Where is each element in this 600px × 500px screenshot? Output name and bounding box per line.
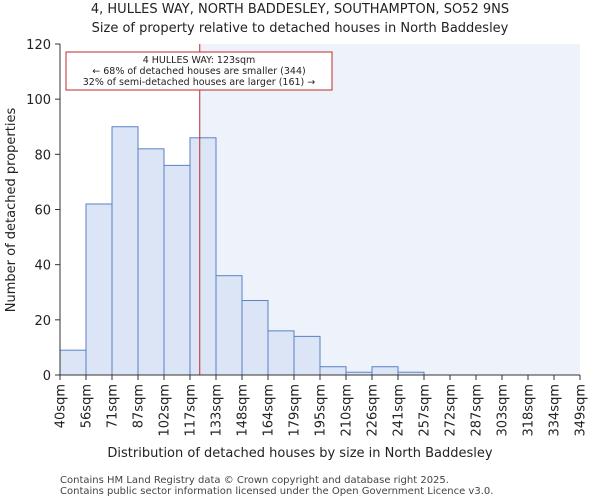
y-tick-label: 120 <box>26 38 51 53</box>
annotation-smaller: ← 68% of detached houses are smaller (34… <box>92 66 305 77</box>
bar-71sqm <box>111 126 139 376</box>
x-tick-label: 179sqm <box>288 384 303 437</box>
x-tick-label: 241sqm <box>392 384 407 437</box>
x-tick-label: 226sqm <box>366 384 381 437</box>
y-tick-label: 20 <box>34 314 51 329</box>
bar-133sqm <box>215 275 243 376</box>
footer-licence: Contains public sector information licen… <box>60 486 493 497</box>
x-tick-label: 210sqm <box>340 384 355 437</box>
y-tick-label: 80 <box>34 148 51 163</box>
x-tick-label: 334sqm <box>548 384 563 437</box>
annotation-box: 4 HULLES WAY: 123sqm ← 68% of detached h… <box>65 51 333 91</box>
chart-title: Size of property relative to detached ho… <box>92 21 509 36</box>
y-tick-label: 40 <box>34 259 51 274</box>
x-axis-label: Distribution of detached houses by size … <box>107 446 492 461</box>
x-tick-label: 148sqm <box>236 384 251 437</box>
x-ticks: 40sqm 56sqm 71sqm 87sqm 102sqm 117sqm 133sqm 14… <box>54 375 589 437</box>
y-tick-label: 0 <box>43 369 51 384</box>
y-ticks: 0 20 40 60 80 100 120 <box>26 38 60 384</box>
bar-179sqm <box>293 335 321 376</box>
annotation-border <box>65 51 333 91</box>
y-axis-label: Number of detached properties <box>4 108 19 313</box>
x-tick-label: 287sqm <box>470 384 485 437</box>
y-tick-label: 60 <box>34 204 51 219</box>
bar-117sqm <box>189 137 217 376</box>
annotation-larger: 32% of semi-detached houses are larger (… <box>83 77 316 88</box>
x-tick-label: 117sqm <box>184 384 199 437</box>
x-tick-label: 87sqm <box>132 384 147 428</box>
x-tick-label: 195sqm <box>314 384 329 437</box>
bar-164sqm <box>267 330 295 376</box>
chart-title-address: 4, HULLES WAY, NORTH BADDESLEY, SOUTHAMP… <box>91 2 509 17</box>
x-tick-label: 349sqm <box>574 384 589 437</box>
x-tick-label: 133sqm <box>210 384 225 437</box>
x-tick-label: 303sqm <box>496 384 511 437</box>
x-tick-label: 318sqm <box>522 384 537 437</box>
annotation-title: 4 HULLES WAY: 123sqm <box>143 55 256 66</box>
x-tick-label: 272sqm <box>444 384 459 437</box>
bar-195sqm <box>319 366 347 376</box>
x-tick-label: 164sqm <box>262 384 277 437</box>
bar-40sqm <box>59 349 87 376</box>
x-tick-label: 40sqm <box>54 384 69 428</box>
bar-148sqm <box>241 300 269 376</box>
bar-102sqm <box>163 164 191 376</box>
x-tick-label: 71sqm <box>106 384 121 428</box>
y-tick-label: 100 <box>26 93 51 108</box>
x-tick-label: 56sqm <box>80 384 95 428</box>
footer-copyright: Contains HM Land Registry data © Crown c… <box>60 475 449 486</box>
x-tick-label: 257sqm <box>418 384 433 437</box>
bar-56sqm <box>85 203 113 376</box>
bar-87sqm <box>137 148 165 376</box>
bars-group <box>59 126 425 376</box>
x-tick-label: 102sqm <box>158 384 173 437</box>
bar-226sqm <box>371 366 399 376</box>
